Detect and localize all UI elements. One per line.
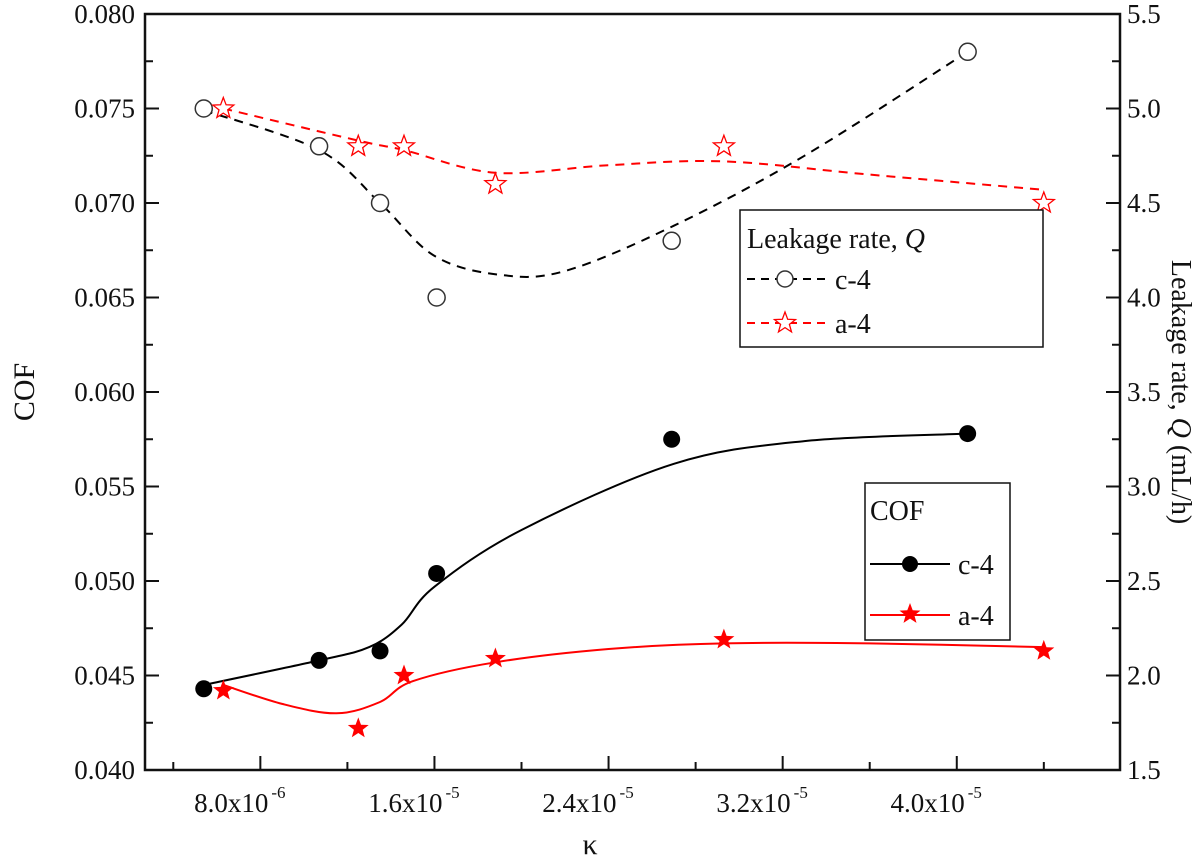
legend-open-star-icon	[772, 310, 798, 334]
y-right-tick-label: 2.0	[1127, 661, 1161, 691]
y-left-tick-label: 0.065	[74, 283, 135, 313]
axis-ticks: 8.0x10 -6 1.6x10 -5 2.4x10 -5 3.2x10 -5 4.0x10 -5…	[74, 0, 1161, 818]
y-right-tick-label: 5.0	[1127, 94, 1161, 124]
y-left-tick-label: 0.050	[74, 566, 135, 596]
legend-filled-star-icon	[899, 603, 921, 623]
series-line-cof-c-4	[203, 432, 968, 686]
y-left-tick-label: 0.055	[74, 472, 135, 502]
data-point-leakage-a-4	[711, 133, 737, 157]
data-point-cof-a-4	[393, 664, 415, 685]
data-point-leakage-c-4	[427, 288, 446, 307]
plot-frame	[143, 12, 1122, 772]
y-right-tick-label: 1.5	[1127, 755, 1161, 785]
data-point-leakage-a-4	[391, 133, 417, 157]
legend-open-circle-icon	[776, 270, 794, 288]
data-point-leakage-a-4	[346, 133, 371, 157]
x-tick-label-exponent: -6	[271, 783, 285, 802]
data-point-leakage-a-4	[1031, 190, 1057, 214]
x-tick-label: 3.2x10	[716, 788, 790, 818]
x-tick-label-exponent: -5	[620, 783, 634, 802]
x-tick-label-exponent: -5	[445, 783, 459, 802]
x-tick-label: 8.0x10	[194, 788, 268, 818]
y-right-tick-label: 2.5	[1127, 566, 1161, 596]
data-point-cof-a-4	[347, 717, 369, 738]
data-point-cof-a-4	[1033, 639, 1055, 660]
y-left-tick-label: 0.080	[74, 0, 135, 29]
data-point-leakage-c-4	[194, 99, 214, 118]
series-line-leakage-c-4	[203, 50, 969, 278]
data-point-cof-a-4	[484, 647, 506, 668]
y-right-tick-label: 3.0	[1127, 472, 1161, 502]
y-right-tick-label: 4.5	[1127, 188, 1161, 218]
data-point-cof-c-4	[428, 564, 446, 582]
series-line-cof-a-4	[223, 641, 1044, 715]
data-point-leakage-a-4	[483, 171, 508, 195]
data-point-cof-c-4	[310, 651, 328, 669]
y-right-tick-label: 4.0	[1127, 283, 1161, 313]
y-left-tick-label: 0.045	[74, 661, 135, 691]
x-tick-label-exponent: -5	[794, 783, 808, 802]
y-right-tick-label: 5.5	[1127, 0, 1161, 29]
y-left-tick-label: 0.040	[74, 755, 135, 785]
y-left-tick-label: 0.070	[74, 188, 135, 218]
data-point-leakage-c-4	[958, 42, 977, 62]
data-point-leakage-c-4	[662, 231, 681, 251]
legend-cof-title: COF	[870, 496, 924, 527]
data-point-leakage-c-4	[309, 137, 329, 156]
y-axis-left-title: COF	[8, 363, 41, 421]
data-point-cof-a-4	[713, 628, 735, 649]
y-right-tick-label: 3.5	[1127, 377, 1161, 407]
y-left-tick-label: 0.075	[74, 94, 135, 124]
data-point-leakage-a-4	[211, 95, 236, 119]
x-tick-label: 1.6x10	[368, 788, 442, 818]
legend-leakage: Leakage rate, Q c-4 a-4	[739, 209, 1044, 348]
legend-leakage-title: Leakage rate, Q	[747, 224, 925, 255]
legend-leakage-c4: c-4	[835, 265, 871, 296]
legend-cof: COF c-4 a-4	[864, 482, 1011, 641]
legend-cof-a4: a-4	[958, 601, 994, 632]
x-axis-title: κ	[582, 828, 597, 859]
x-tick-label-exponent: -5	[968, 783, 982, 802]
data-point-cof-c-4	[371, 642, 389, 660]
legend-cof-c4: c-4	[958, 550, 994, 581]
data-point-cof-c-4	[959, 425, 977, 443]
data-point-leakage-c-4	[370, 193, 390, 213]
plot-marks	[194, 42, 1057, 738]
y-axis-right-title: Leakage rate, Q (mL/h)	[1165, 260, 1196, 524]
data-point-cof-a-4	[212, 679, 234, 700]
x-tick-label: 2.4x10	[542, 788, 616, 818]
legend-leakage-a4: a-4	[835, 309, 871, 340]
data-point-cof-c-4	[195, 680, 213, 698]
x-tick-label: 4.0x10	[891, 788, 965, 818]
legend-filled-circle-icon	[902, 556, 918, 572]
series-line-leakage-a-4	[223, 107, 1044, 191]
y-left-tick-label: 0.060	[74, 377, 135, 407]
data-point-cof-c-4	[663, 430, 681, 448]
